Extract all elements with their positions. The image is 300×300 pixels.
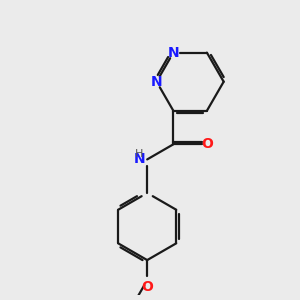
Text: O: O [141,280,153,294]
Text: H: H [135,149,143,159]
Text: N: N [134,152,146,167]
Text: N: N [151,75,162,89]
Text: O: O [201,137,213,151]
Text: N: N [167,46,179,60]
